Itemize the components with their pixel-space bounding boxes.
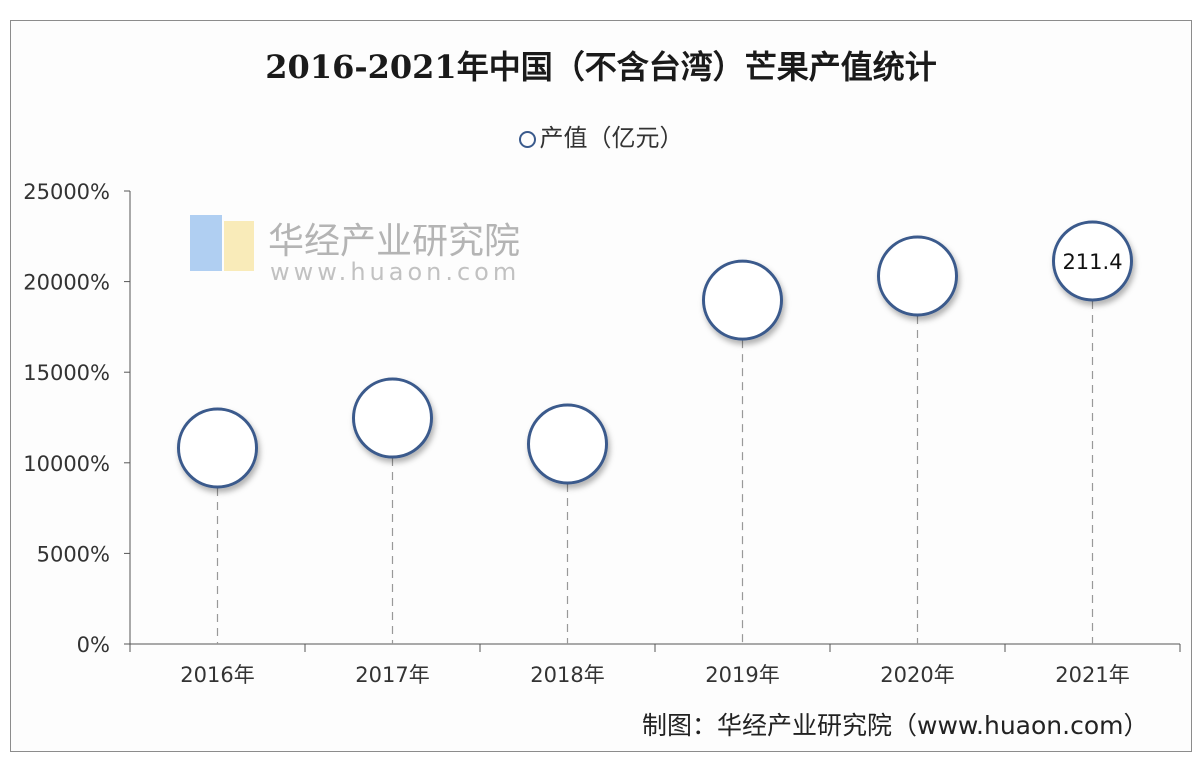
watermark-logo <box>190 215 260 275</box>
y-tick-label: 0% <box>77 633 110 657</box>
chart-frame <box>10 20 1192 752</box>
source-note: 制图：华经产业研究院（www.huaon.com） <box>642 711 1149 740</box>
watermark-text: 华经产业研究院 <box>268 221 521 262</box>
data-point <box>702 259 783 341</box>
x-tick-label: 2018年 <box>530 663 604 687</box>
y-tick-label: 5000% <box>37 542 110 566</box>
x-tick-label: 2021年 <box>1055 663 1129 687</box>
x-tick-label: 2017年 <box>355 663 429 687</box>
data-point <box>1052 220 1133 302</box>
watermark-url: www.huaon.com <box>270 258 521 286</box>
y-tick-label: 15000% <box>23 361 110 385</box>
chart-title: 2016-2021年中国（不含台湾）芒果产值统计 <box>265 48 937 86</box>
y-tick-label: 25000% <box>23 180 110 204</box>
data-point <box>177 407 258 489</box>
x-tick-label: 2019年 <box>705 663 779 687</box>
y-tick-label: 20000% <box>23 271 110 295</box>
x-tick-label: 2016年 <box>180 663 254 687</box>
data-point <box>352 377 433 459</box>
data-point <box>527 403 608 485</box>
y-tick-label: 10000% <box>23 452 110 476</box>
legend-label: 产值（亿元） <box>539 124 684 152</box>
x-tick-label: 2020年 <box>880 663 954 687</box>
data-label: 211.4 <box>1062 250 1122 274</box>
legend-marker-icon <box>518 130 536 148</box>
data-point <box>877 235 958 317</box>
legend: 产值（亿元） <box>0 118 1202 153</box>
